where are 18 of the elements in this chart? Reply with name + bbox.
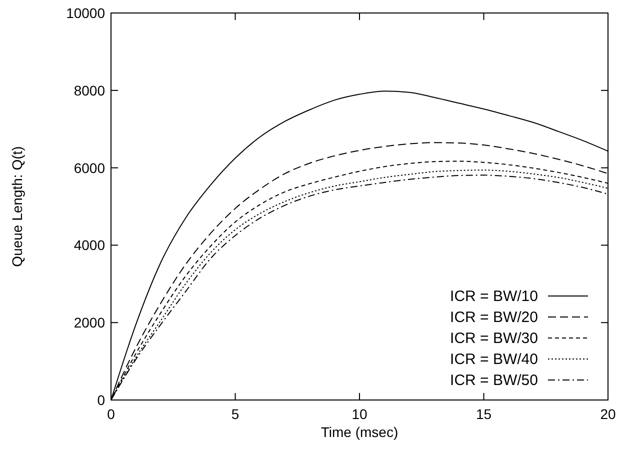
legend-label: ICR = BW/40	[450, 351, 538, 368]
x-tick-label: 0	[107, 406, 116, 422]
y-tick-label: 8000	[74, 82, 106, 98]
legend-label: ICR = BW/30	[450, 330, 538, 347]
y-tick-label: 6000	[74, 160, 106, 176]
x-axis-title: Time (msec)	[320, 424, 398, 440]
x-tick-label: 15	[476, 406, 492, 422]
y-tick-label: 0	[97, 392, 106, 408]
x-tick-label: 20	[600, 406, 616, 422]
y-axis-title: Queue Length: Q(t)	[9, 146, 25, 267]
legend-label: ICR = BW/50	[450, 372, 538, 389]
y-tick-label: 10000	[66, 5, 106, 21]
legend-label: ICR = BW/20	[450, 309, 538, 326]
y-tick-label: 4000	[74, 237, 106, 254]
x-tick-label: 5	[231, 406, 240, 422]
legend-label: ICR = BW/10	[450, 288, 538, 305]
x-tick-label: 10	[352, 406, 368, 422]
y-tick-label: 2000	[74, 314, 106, 331]
